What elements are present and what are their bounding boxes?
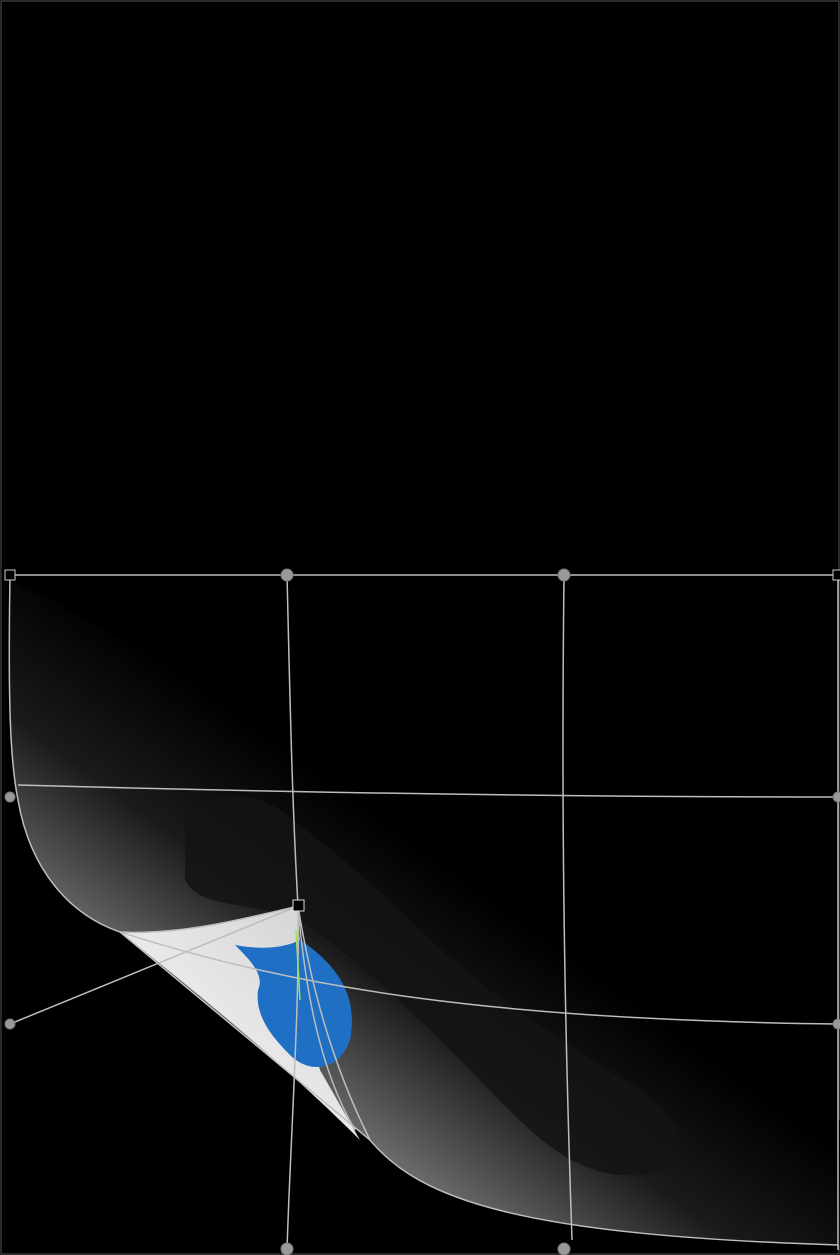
blue-patch — [235, 940, 352, 1067]
mesh-line — [8, 574, 839, 1246]
mesh-line — [297, 905, 356, 1131]
mesh-point[interactable] — [557, 1242, 571, 1255]
mesh-point[interactable] — [280, 1242, 294, 1255]
corner-handle[interactable] — [4, 569, 16, 581]
active-handle-line — [295, 929, 301, 1001]
corner-handle[interactable] — [292, 899, 305, 912]
mesh-point[interactable] — [557, 568, 571, 582]
handle-line — [9, 905, 299, 1025]
warp-mesh — [8, 574, 839, 1251]
corner-handle[interactable] — [832, 569, 840, 581]
mesh-line — [119, 931, 839, 1025]
mesh-line — [297, 905, 371, 1141]
control-points — [4, 568, 840, 1255]
mesh-point[interactable] — [832, 1018, 840, 1030]
mesh-point[interactable] — [832, 791, 840, 803]
mesh-line — [119, 905, 299, 934]
mesh-line — [17, 784, 839, 798]
warped-layer — [9, 580, 840, 1245]
mesh-point[interactable] — [280, 568, 294, 582]
mesh-point[interactable] — [4, 1018, 16, 1030]
mesh-point[interactable] — [4, 791, 16, 803]
figure-silhouette — [185, 796, 680, 1176]
mesh-line — [562, 574, 573, 1241]
